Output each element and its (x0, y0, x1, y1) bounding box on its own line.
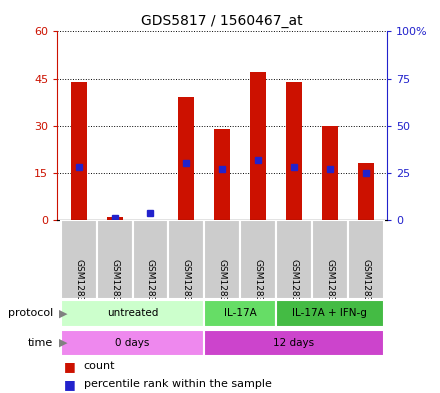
Text: GSM1283280: GSM1283280 (290, 259, 298, 320)
Text: IL-17A + IFN-g: IL-17A + IFN-g (292, 309, 367, 318)
Bar (286, 82, 302, 220)
Bar (169, 220, 204, 299)
Text: untreated: untreated (107, 309, 158, 318)
Bar (204, 220, 240, 299)
Text: GSM1283275: GSM1283275 (110, 259, 119, 320)
Text: ■: ■ (64, 360, 76, 373)
Bar (61, 330, 204, 356)
Text: GSM1283277: GSM1283277 (182, 259, 191, 320)
Text: count: count (84, 362, 115, 371)
Bar (61, 300, 204, 327)
Bar (358, 163, 374, 220)
Bar (97, 220, 132, 299)
Bar (178, 97, 194, 220)
Text: GSM1283282: GSM1283282 (361, 259, 370, 320)
Text: percentile rank within the sample: percentile rank within the sample (84, 379, 271, 389)
Text: GSM1283279: GSM1283279 (253, 259, 263, 320)
Bar (276, 300, 384, 327)
Text: IL-17A: IL-17A (224, 309, 257, 318)
Text: ■: ■ (64, 378, 76, 391)
Bar (106, 217, 123, 220)
Text: protocol: protocol (7, 309, 53, 318)
Text: GSM1283276: GSM1283276 (146, 259, 155, 320)
Bar (322, 126, 338, 220)
Text: time: time (28, 338, 53, 348)
Bar (132, 220, 169, 299)
Text: 0 days: 0 days (115, 338, 150, 348)
Text: ▶: ▶ (59, 309, 68, 318)
Bar (348, 220, 384, 299)
Bar (312, 220, 348, 299)
Text: ▶: ▶ (59, 338, 68, 348)
Text: 12 days: 12 days (273, 338, 315, 348)
Bar (71, 82, 87, 220)
Text: GSM1283281: GSM1283281 (325, 259, 334, 320)
Title: GDS5817 / 1560467_at: GDS5817 / 1560467_at (141, 14, 303, 28)
Bar (276, 220, 312, 299)
Bar (204, 330, 384, 356)
Text: GSM1283274: GSM1283274 (74, 259, 83, 320)
Bar (250, 72, 266, 220)
Bar (240, 220, 276, 299)
Bar (214, 129, 230, 220)
Bar (204, 300, 276, 327)
Bar (61, 220, 97, 299)
Text: GSM1283278: GSM1283278 (218, 259, 227, 320)
